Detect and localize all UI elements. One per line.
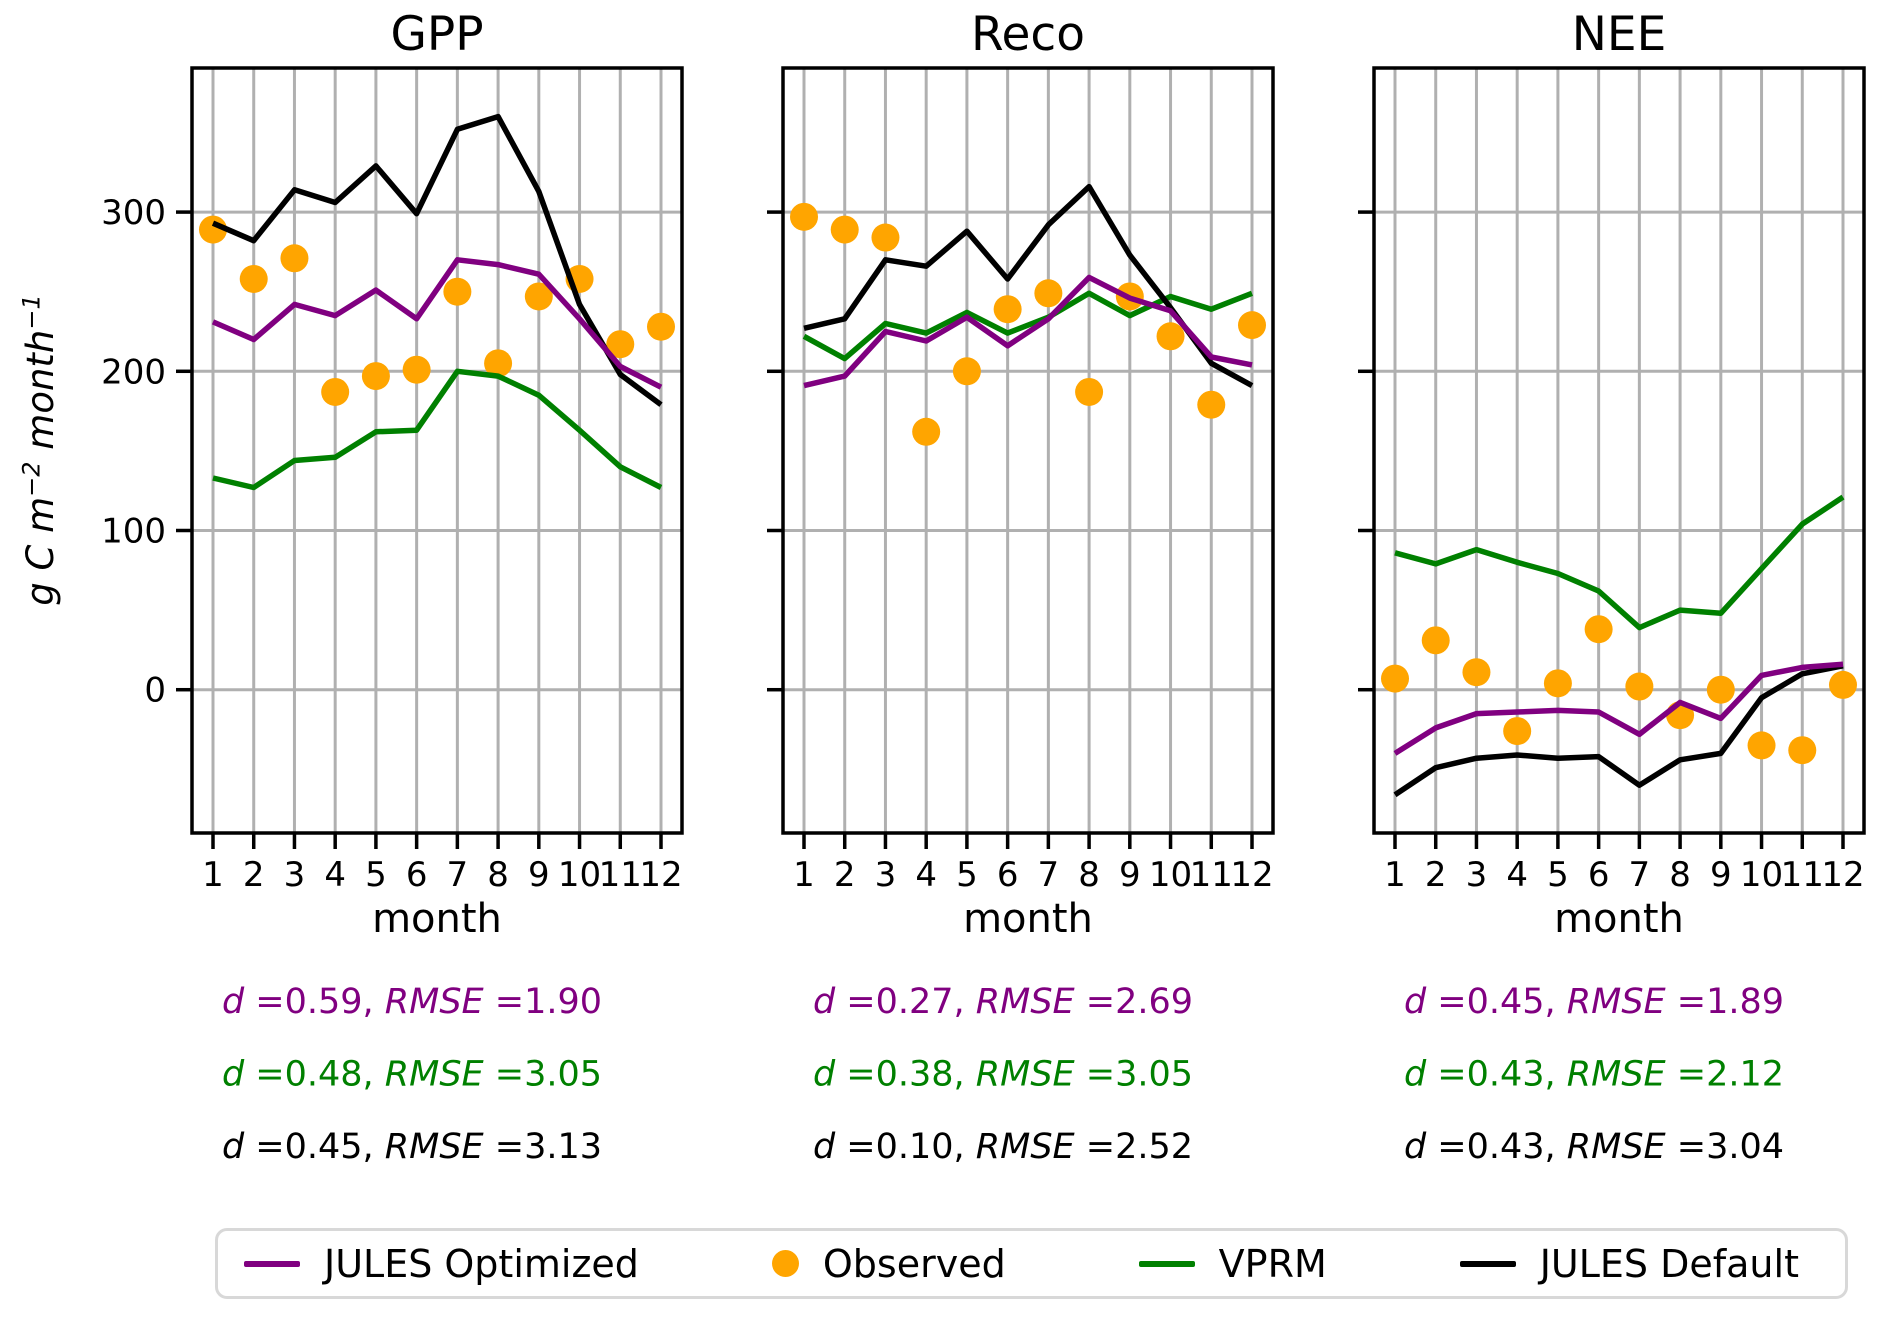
reco-points-observed (790, 202, 1266, 446)
nee-xtick-label: 2 (1425, 855, 1447, 895)
gpp-points-observed (199, 215, 675, 406)
reco-ticks (767, 210, 1254, 849)
legend-item-vprm: VPRM (1138, 1241, 1327, 1286)
gpp-line-vprm (212, 368, 663, 491)
reco-xtick-label: 11 (1190, 855, 1233, 895)
gpp-line-jules-default (211, 113, 663, 407)
nee-xtick-label: 3 (1466, 855, 1488, 895)
gpp-xtick-label: 6 (406, 855, 428, 895)
reco-xtick-label: 5 (956, 855, 978, 895)
reco-plot-frame (781, 66, 1275, 835)
gpp-xtick-label: 10 (558, 855, 601, 895)
reco-xtick-label: 6 (997, 855, 1019, 895)
nee-xtick-label: 9 (1710, 855, 1732, 895)
nee-stats-vprm: d =0.43, RMSE =2.12 (1404, 1055, 1784, 1095)
nee-xtick-label: 6 (1588, 855, 1610, 895)
y-axis-label-text: month (19, 329, 63, 462)
ytick-label: 300 (101, 193, 166, 233)
nee-x-axis-label: month (1554, 896, 1684, 942)
gpp-xtick-label: 1 (202, 855, 224, 895)
legend-item-observed: Observed (771, 1241, 1006, 1286)
legend-label: JULES Optimized (324, 1241, 639, 1286)
gpp-x-axis-label: month (372, 896, 502, 942)
panel-title-nee: NEE (1572, 7, 1667, 62)
legend-item-jules-optimized: JULES Optimized (244, 1242, 639, 1286)
gpp-stats-vprm: d =0.48, RMSE =3.05 (222, 1055, 602, 1095)
legend-line-marker (244, 1260, 300, 1267)
reco-stats-jules-default: d =0.10, RMSE =2.52 (813, 1127, 1193, 1167)
reco-xtick-label: 1 (793, 855, 815, 895)
y-axis-label-sup: −2 (17, 461, 46, 497)
panel-title-reco: Reco (971, 7, 1085, 62)
nee-xtick-label: 12 (1821, 855, 1864, 895)
nee-xtick-label: 7 (1629, 855, 1651, 895)
nee-xtick-label: 1 (1384, 855, 1406, 895)
gpp-ticks (176, 210, 663, 849)
nee-stats-jules-optimized: d =0.45, RMSE =1.89 (1404, 982, 1784, 1022)
gpp-line-jules-optimized (211, 257, 663, 390)
gridlines (1374, 68, 1864, 833)
reco-xtick-label: 12 (1230, 855, 1273, 895)
nee-xtick-label: 10 (1740, 855, 1783, 895)
reco-line-jules-default (803, 183, 1254, 389)
nee-line-vprm (1394, 494, 1845, 631)
nee-plot-frame (1372, 66, 1866, 835)
reco-line-vprm (802, 290, 1254, 362)
reco-xtick-label: 8 (1078, 855, 1100, 895)
legend: JULES Optimized Observed VPRM JULES Default (215, 1228, 1848, 1299)
nee-stats-jules-default: d =0.43, RMSE =3.04 (1404, 1127, 1784, 1167)
reco-xtick-label: 7 (1038, 855, 1060, 895)
gpp-xtick-label: 5 (365, 855, 387, 895)
panel-title-gpp: GPP (390, 7, 483, 62)
nee-line-jules-default (1393, 663, 1844, 798)
reco-xtick-label: 9 (1119, 855, 1141, 895)
nee-xtick-label: 8 (1669, 855, 1691, 895)
gpp-xtick-label: 8 (487, 855, 509, 895)
legend-dot-marker (771, 1250, 799, 1277)
y-axis-label-text: g C m (19, 496, 63, 606)
gpp-xtick-label: 9 (528, 855, 550, 895)
gpp-xtick-label: 4 (324, 855, 346, 895)
y-axis-label: g C m−2 month−1 (18, 294, 62, 606)
legend-line-marker (1459, 1260, 1516, 1267)
reco-xtick-label: 10 (1149, 855, 1192, 895)
gridlines (192, 68, 682, 833)
y-axis-label-sup: −1 (17, 294, 46, 330)
nee-line-jules-optimized (1393, 661, 1844, 756)
legend-item-jules-default: JULES Default (1459, 1241, 1799, 1286)
legend-label: VPRM (1218, 1241, 1327, 1286)
reco-stats-jules-optimized: d =0.27, RMSE =2.69 (813, 982, 1193, 1022)
gpp-xtick-label: 11 (599, 855, 642, 895)
nee-xtick-label: 5 (1547, 855, 1569, 895)
ytick-label: 0 (144, 671, 166, 711)
gpp-plot-frame (190, 66, 684, 835)
legend-label: JULES Default (1539, 1241, 1799, 1286)
gpp-xtick-label: 2 (243, 855, 265, 895)
ytick-label: 200 (101, 352, 166, 392)
reco-x-axis-label: month (963, 896, 1093, 942)
gpp-xtick-label: 12 (639, 855, 682, 895)
legend-line-marker (1138, 1260, 1195, 1267)
gpp-xtick-label: 3 (284, 855, 306, 895)
gpp-stats-jules-default: d =0.45, RMSE =3.13 (222, 1127, 602, 1167)
nee-xtick-label: 4 (1506, 855, 1528, 895)
nee-xtick-label: 11 (1781, 855, 1824, 895)
ytick-label: 100 (101, 512, 166, 552)
gridlines (783, 68, 1273, 833)
reco-line-jules-optimized (803, 274, 1253, 389)
gpp-xtick-label: 7 (447, 855, 469, 895)
reco-xtick-label: 4 (915, 855, 937, 895)
nee-ticks (1358, 210, 1845, 849)
reco-stats-vprm: d =0.38, RMSE =3.05 (813, 1055, 1193, 1095)
legend-label: Observed (822, 1241, 1006, 1286)
reco-xtick-label: 3 (875, 855, 897, 895)
reco-xtick-label: 2 (834, 855, 856, 895)
gpp-stats-jules-optimized: d =0.59, RMSE =1.90 (222, 982, 602, 1022)
